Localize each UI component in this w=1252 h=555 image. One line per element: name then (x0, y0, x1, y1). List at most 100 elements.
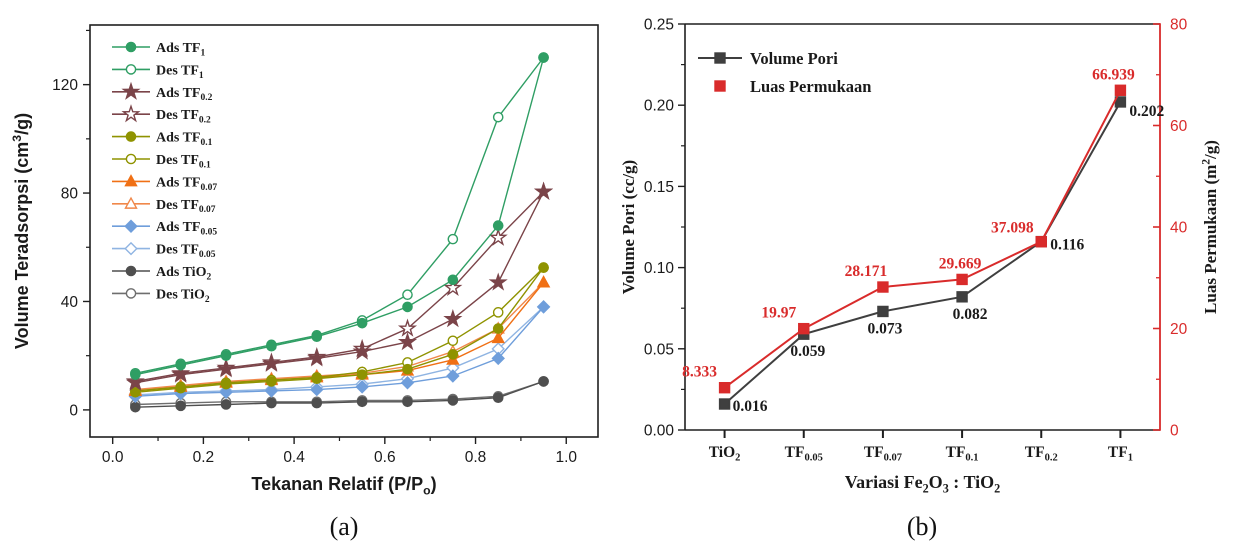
legend-label: Des TF0.05 (156, 243, 216, 260)
data-point (492, 392, 504, 403)
left-tick-label: 0.25 (644, 17, 674, 34)
x-tick-label: 0.6 (374, 449, 396, 466)
data-point (266, 376, 277, 387)
data-point (492, 220, 504, 231)
series-line (135, 191, 545, 383)
data-label: 29.669 (939, 255, 982, 272)
data-point (356, 317, 368, 329)
data-point (956, 291, 968, 303)
x-tick-label: 0.2 (193, 449, 215, 466)
left-tick-label: 0.10 (644, 260, 675, 277)
data-point (446, 369, 460, 383)
left-tick-label: 0.20 (644, 98, 675, 115)
series-ads-tf-0.2 (125, 181, 554, 391)
data-point (356, 369, 368, 380)
data-point (311, 331, 323, 343)
data-point (171, 364, 191, 383)
series-line (135, 267, 545, 393)
data-point (492, 307, 504, 318)
data-label: 19.97 (761, 305, 796, 322)
data-point (311, 397, 323, 409)
legend-item-luas-permukaan: Luas Permukaan (714, 77, 871, 96)
series-ads-tf-0.1 (130, 262, 549, 398)
legend-item-ads-tf-0.05: Ads TF0.05 (112, 219, 217, 238)
legend-marker (714, 80, 726, 92)
legend-item-ads-tf-0.2: Ads TF0.2 (112, 81, 213, 103)
y-tick-label: 120 (52, 77, 78, 94)
legend-label: Ads TF1 (156, 41, 205, 58)
legend-marker (125, 288, 137, 299)
data-point (443, 277, 463, 297)
series-line (135, 57, 545, 376)
pore-volume-surface-area-chart: 0.00 0.05 0.10 0.15 0.20 0.25 0 20 40 60 80 TiO2 TF0… (620, 17, 1220, 496)
data-point (130, 386, 141, 398)
data-label: 66.939 (1092, 66, 1135, 83)
axes-b: 0.00 0.05 0.10 0.15 0.20 0.25 0 20 40 60 80 TiO2 TF0… (620, 17, 1220, 496)
caption-a: (a) (329, 512, 359, 541)
series-line (724, 89, 1122, 389)
data-point (877, 281, 889, 293)
data-point (443, 309, 463, 328)
data-point (355, 380, 369, 394)
data-point (220, 378, 232, 390)
plot-frame (89, 24, 599, 438)
legend-marker (125, 41, 137, 53)
x-category-label: TF0.05 (785, 444, 823, 464)
right-axis-title: Luas Permukaan (m2/g) (1200, 140, 1220, 314)
series-line (135, 191, 545, 384)
data-label: 0.116 (1050, 237, 1084, 254)
data-point (718, 382, 731, 394)
y-axis-title: Volume Teradsorpsi (cm3/g) (10, 113, 32, 349)
x-category-label: TF0.07 (864, 444, 902, 464)
series-line (135, 380, 544, 408)
legend-item-des-tf-1: Des TF1 (112, 63, 204, 81)
data-point (538, 376, 549, 387)
legend-a: Ads TF1 Des TF1 Ads TF0.2 Des TF0.2 Ads TF0.… (112, 41, 217, 305)
y-tick-label: 40 (61, 294, 79, 311)
legend-marker (124, 196, 138, 209)
data-point (447, 274, 459, 286)
right-tick-label: 60 (1170, 118, 1188, 135)
legend-label: Des TF0.2 (156, 108, 211, 125)
caption-b: (b) (906, 512, 938, 541)
data-point (400, 376, 415, 390)
legend-marker (124, 219, 138, 233)
series-line (135, 57, 545, 374)
right-tick-label: 0 (1170, 423, 1179, 440)
x-category-label: TiO2 (709, 444, 741, 464)
left-tick-label: 0.00 (644, 423, 675, 440)
series-ads-tf-1 (130, 52, 549, 380)
data-point (536, 300, 551, 314)
legend-label: Ads TF0.1 (156, 131, 213, 148)
data-point (491, 351, 505, 366)
data-point (488, 272, 508, 291)
legend-marker (121, 104, 141, 123)
right-tick-label: 40 (1170, 220, 1188, 237)
data-point (356, 396, 368, 408)
x-axis-title: Variasi Fe2O3 : TiO2 (845, 472, 1000, 495)
x-tick-label: 0.4 (283, 449, 305, 466)
y-tick-label: 80 (61, 186, 79, 203)
legend-label: Des TF1 (156, 63, 204, 80)
legend-label: Luas Permukaan (750, 77, 871, 96)
legend-item-ads-tf-0.07: Ads TF0.07 (112, 174, 217, 193)
legend-item-ads-tf-0.1: Ads TF0.1 (112, 131, 213, 148)
legend-item-des-tf-0.2: Des TF0.2 (112, 104, 211, 126)
series-ads-tio-2 (130, 376, 549, 413)
data-point (266, 340, 277, 352)
legend-label: Des TF0.07 (156, 198, 216, 215)
series-line (135, 267, 545, 392)
adsorption-isotherm-chart: 0.0 0.2 0.4 0.6 0.8 1.0 0 40 80 120 Tekanan Relati… (10, 24, 599, 497)
x-category-label: TF0.2 (1025, 444, 1058, 464)
x-tick-label: 0.0 (102, 449, 124, 466)
y-tick-label: 0 (69, 402, 78, 419)
left-axis-title: Volume Pori (cc/g) (620, 160, 638, 294)
data-point (261, 353, 281, 372)
right-tick-label: 20 (1170, 321, 1188, 338)
data-point (266, 397, 277, 409)
series-line (135, 306, 545, 397)
data-point (798, 322, 810, 335)
data-point (175, 400, 187, 412)
legend-label: Ads TF0.05 (156, 220, 217, 237)
